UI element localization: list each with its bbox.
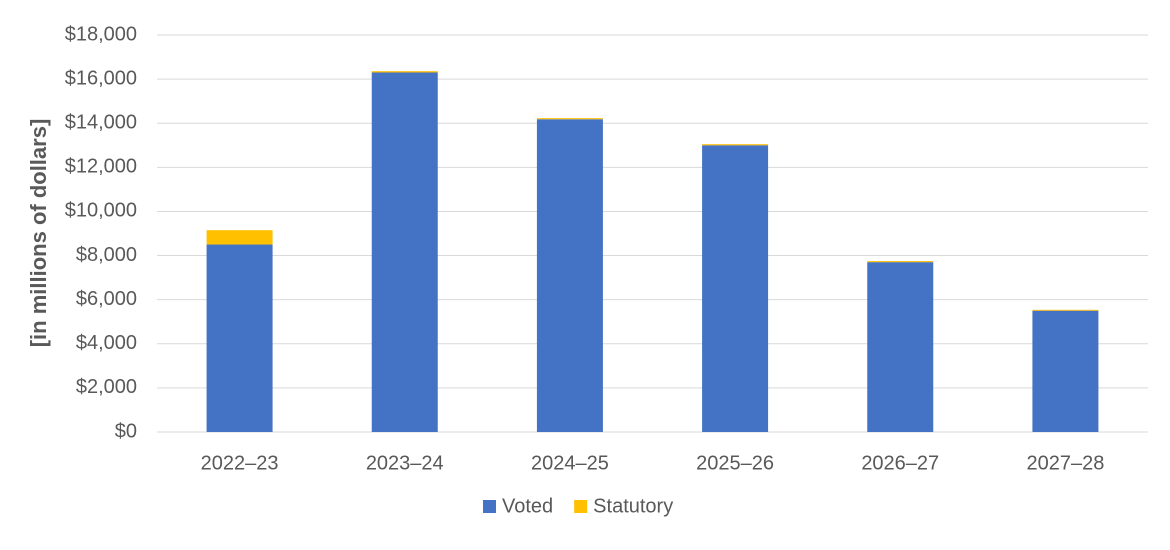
- bar-segment: [867, 262, 934, 432]
- bar-segment: [206, 244, 273, 432]
- y-tick-label: $4,000: [76, 332, 137, 354]
- y-tick-label: $16,000: [65, 67, 137, 89]
- bar-segment: [206, 230, 273, 245]
- bar-segment: [702, 145, 769, 432]
- y-tick-label: $6,000: [76, 288, 137, 310]
- x-tick-label: 2027–28: [1026, 452, 1104, 474]
- y-tick-label: $18,000: [65, 23, 137, 45]
- legend-swatch: [483, 500, 496, 513]
- x-tick-label: 2025–26: [696, 452, 774, 474]
- bar-segment: [867, 261, 934, 263]
- legend-label: Voted: [502, 495, 553, 517]
- x-tick-label: 2022–23: [201, 452, 279, 474]
- legend-swatch: [574, 500, 588, 513]
- bar-segment: [1032, 309, 1099, 311]
- bar-segment: [371, 72, 438, 432]
- x-tick-label: 2026–27: [861, 452, 939, 474]
- y-tick-label: $14,000: [65, 112, 137, 134]
- x-tick-label: 2024–25: [531, 452, 609, 474]
- bar-segment: [536, 118, 603, 120]
- x-tick-label: 2023–24: [366, 452, 444, 474]
- y-tick-label: $12,000: [65, 156, 137, 178]
- y-tick-label: $8,000: [76, 244, 137, 266]
- y-tick-label: $0: [115, 420, 137, 442]
- y-tick-label: $10,000: [65, 200, 137, 222]
- legend-label: Statutory: [593, 495, 673, 517]
- bar-segment: [702, 144, 769, 146]
- y-tick-label: $2,000: [76, 376, 137, 398]
- bar-segment: [371, 71, 438, 73]
- bar-segment: [536, 119, 603, 432]
- y-axis-label: [in millions of dollars]: [26, 119, 51, 348]
- bar-segment: [1032, 310, 1099, 432]
